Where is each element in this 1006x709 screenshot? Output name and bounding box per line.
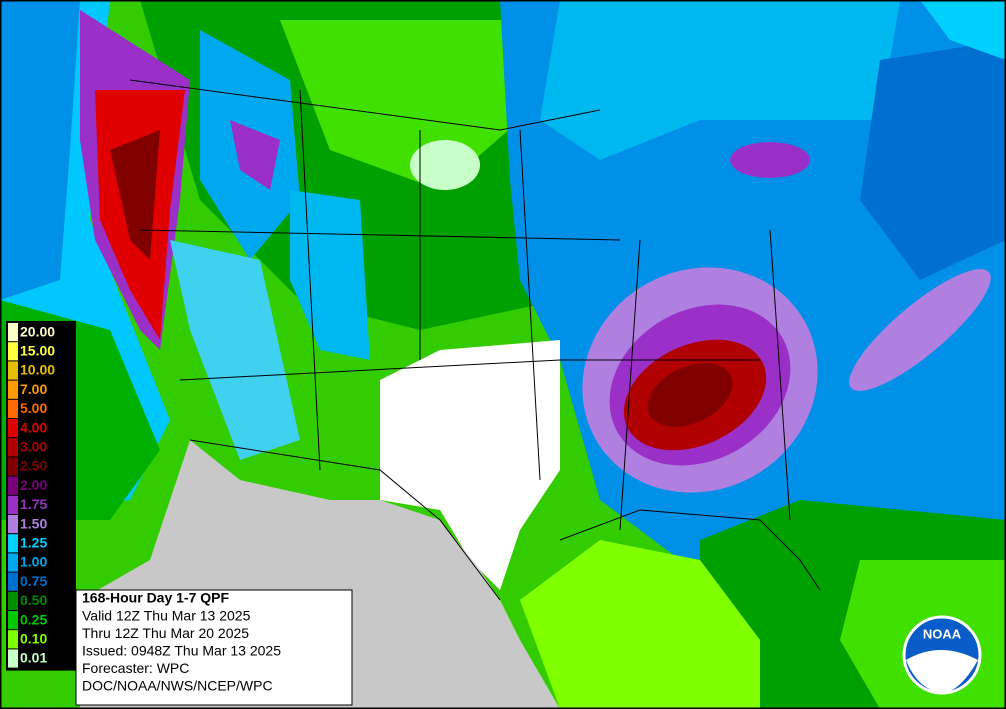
legend-label: 1.00 bbox=[20, 554, 47, 570]
legend-label: 10.00 bbox=[20, 362, 55, 378]
legend-label: 2.00 bbox=[20, 477, 47, 493]
precip-area bbox=[410, 140, 480, 190]
legend-label: 0.25 bbox=[20, 611, 47, 627]
legend-label: 15.00 bbox=[20, 343, 55, 359]
info-box: 168-Hour Day 1-7 QPF Valid 12Z Thu Mar 1… bbox=[75, 589, 353, 706]
legend-label: 1.25 bbox=[20, 535, 47, 551]
legend-label: 0.01 bbox=[20, 650, 47, 666]
legend-swatch bbox=[8, 361, 18, 380]
info-line: Valid 12Z Thu Mar 13 2025 bbox=[82, 608, 251, 624]
dry-area bbox=[380, 340, 560, 590]
info-line: Issued: 0948Z Thu Mar 13 2025 bbox=[82, 643, 281, 659]
logo-text: NOAA bbox=[923, 626, 962, 641]
precip-area bbox=[860, 40, 1006, 280]
precip-area bbox=[230, 120, 280, 190]
legend-swatch bbox=[8, 380, 18, 399]
legend-swatch bbox=[8, 323, 18, 342]
legend-label: 1.75 bbox=[20, 496, 47, 512]
logo-gull bbox=[906, 650, 978, 693]
precip-area bbox=[920, 0, 1006, 60]
legend-label: 2.50 bbox=[20, 458, 47, 474]
legend-label: 0.75 bbox=[20, 573, 47, 589]
legend-swatch bbox=[8, 457, 18, 476]
legend: 20.00 15.00 10.00 7.00 5.00 4.00 3.00 2.50 2.00 1… bbox=[6, 321, 76, 671]
info-title: 168-Hour Day 1-7 QPF bbox=[82, 590, 229, 606]
info-line: DOC/NOAA/NWS/NCEP/WPC bbox=[82, 678, 273, 694]
legend-swatch bbox=[8, 572, 18, 591]
coastline bbox=[189, 439, 821, 601]
legend-label: 3.00 bbox=[20, 439, 47, 455]
legend-swatch bbox=[8, 630, 18, 649]
legend-label: 7.00 bbox=[20, 381, 47, 397]
info-line: Forecaster: WPC bbox=[82, 660, 189, 676]
precip-area bbox=[0, 0, 80, 300]
precip-area bbox=[170, 240, 300, 460]
legend-label: 0.50 bbox=[20, 592, 47, 608]
noaa-logo: NOAA bbox=[902, 615, 982, 695]
legend-swatch bbox=[8, 611, 18, 630]
legend-swatch bbox=[8, 476, 18, 495]
legend-label: 4.00 bbox=[20, 419, 47, 435]
legend-label: 5.00 bbox=[20, 400, 47, 416]
precip-area bbox=[520, 540, 760, 709]
legend-label: 20.00 bbox=[20, 323, 55, 339]
precip-area bbox=[110, 130, 160, 260]
legend-swatch bbox=[8, 534, 18, 553]
legend-swatch bbox=[8, 438, 18, 457]
precip-area bbox=[540, 0, 900, 160]
precip-area bbox=[849, 269, 991, 391]
info-line: Thru 12Z Thu Mar 20 2025 bbox=[82, 625, 249, 641]
legend-swatch bbox=[8, 399, 18, 418]
precip-area bbox=[647, 363, 733, 427]
precip-area bbox=[730, 142, 810, 178]
legend-swatch bbox=[8, 553, 18, 572]
legend-label: 0.10 bbox=[20, 631, 47, 647]
legend-swatch bbox=[8, 495, 18, 514]
legend-label: 1.50 bbox=[20, 515, 47, 531]
legend-swatch bbox=[8, 515, 18, 534]
precip-area bbox=[290, 190, 370, 360]
legend-swatch bbox=[8, 419, 18, 438]
info-box-background bbox=[75, 589, 353, 706]
state-boundary bbox=[129, 79, 791, 531]
legend-swatch bbox=[8, 649, 18, 668]
legend-swatch bbox=[8, 342, 18, 361]
legend-swatch bbox=[8, 591, 18, 610]
